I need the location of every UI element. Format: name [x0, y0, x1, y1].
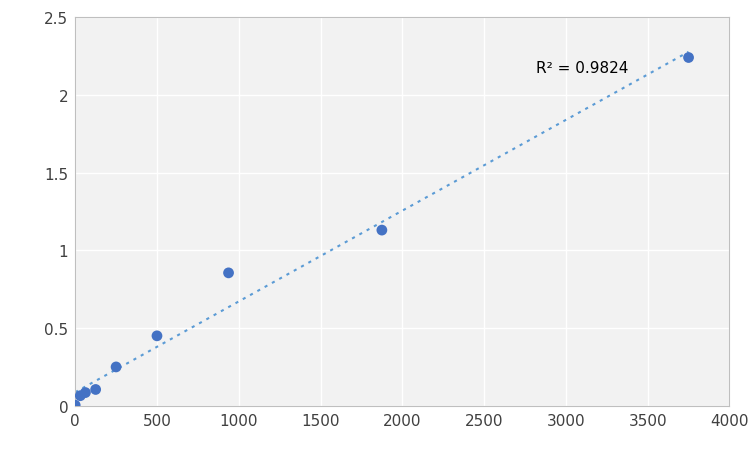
Point: [69, 402, 81, 409]
Point: [376, 227, 388, 234]
Point: [74, 392, 86, 400]
Point: [151, 332, 163, 340]
Point: [223, 270, 235, 277]
Point: [683, 55, 695, 62]
Point: [80, 389, 92, 396]
Text: R² = 0.9824: R² = 0.9824: [536, 60, 629, 75]
Point: [89, 386, 102, 393]
Point: [110, 364, 122, 371]
